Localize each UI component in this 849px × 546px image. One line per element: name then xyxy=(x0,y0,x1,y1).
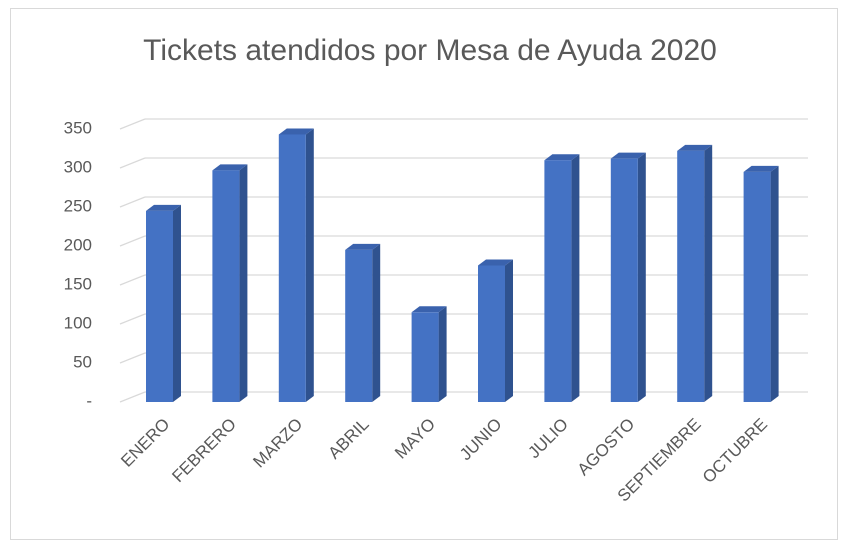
grid-line xyxy=(119,118,146,130)
bar-top xyxy=(345,243,381,250)
bar-top xyxy=(743,165,779,172)
grid-line xyxy=(119,235,146,247)
y-tick-label: 100 xyxy=(64,313,92,332)
y-tick-label: - xyxy=(86,391,92,410)
grid-line xyxy=(119,391,146,403)
bar xyxy=(610,158,638,402)
bar xyxy=(677,150,705,402)
bar-top xyxy=(610,152,646,159)
bar-top xyxy=(478,259,513,266)
y-tick-label: 350 xyxy=(64,118,92,137)
grid-line xyxy=(119,352,146,364)
bar-side xyxy=(305,128,314,402)
bar-side xyxy=(438,306,447,402)
bar xyxy=(478,265,505,402)
bar-side xyxy=(505,259,513,402)
bar-side xyxy=(704,144,713,402)
bar-top xyxy=(212,164,248,171)
bar xyxy=(278,134,306,402)
y-tick-label: 250 xyxy=(64,196,92,215)
grid-line xyxy=(119,196,146,208)
bar-side xyxy=(637,152,646,402)
bar-top xyxy=(411,306,447,313)
bar-side xyxy=(770,165,779,402)
y-tick-label: 300 xyxy=(64,157,92,176)
bar-top xyxy=(146,204,181,211)
bar-top xyxy=(278,128,314,135)
bar-top xyxy=(544,154,580,161)
grid-line xyxy=(119,157,146,169)
bar-side xyxy=(571,154,580,402)
bar xyxy=(411,312,439,402)
bar xyxy=(212,170,240,402)
bar xyxy=(544,160,572,402)
chart-title: Tickets atendidos por Mesa de Ayuda 2020 xyxy=(143,34,717,67)
y-tick-label: 150 xyxy=(64,274,92,293)
bar xyxy=(743,171,771,402)
bar-side xyxy=(372,243,381,402)
grid-line xyxy=(119,313,146,325)
bar xyxy=(345,249,373,402)
y-tick-label: 50 xyxy=(73,352,92,371)
bar-side xyxy=(239,164,248,402)
bar-top xyxy=(677,144,713,151)
y-tick-label: 200 xyxy=(64,235,92,254)
grid-line xyxy=(119,274,146,286)
bar-side xyxy=(173,204,181,402)
bar xyxy=(146,210,173,402)
